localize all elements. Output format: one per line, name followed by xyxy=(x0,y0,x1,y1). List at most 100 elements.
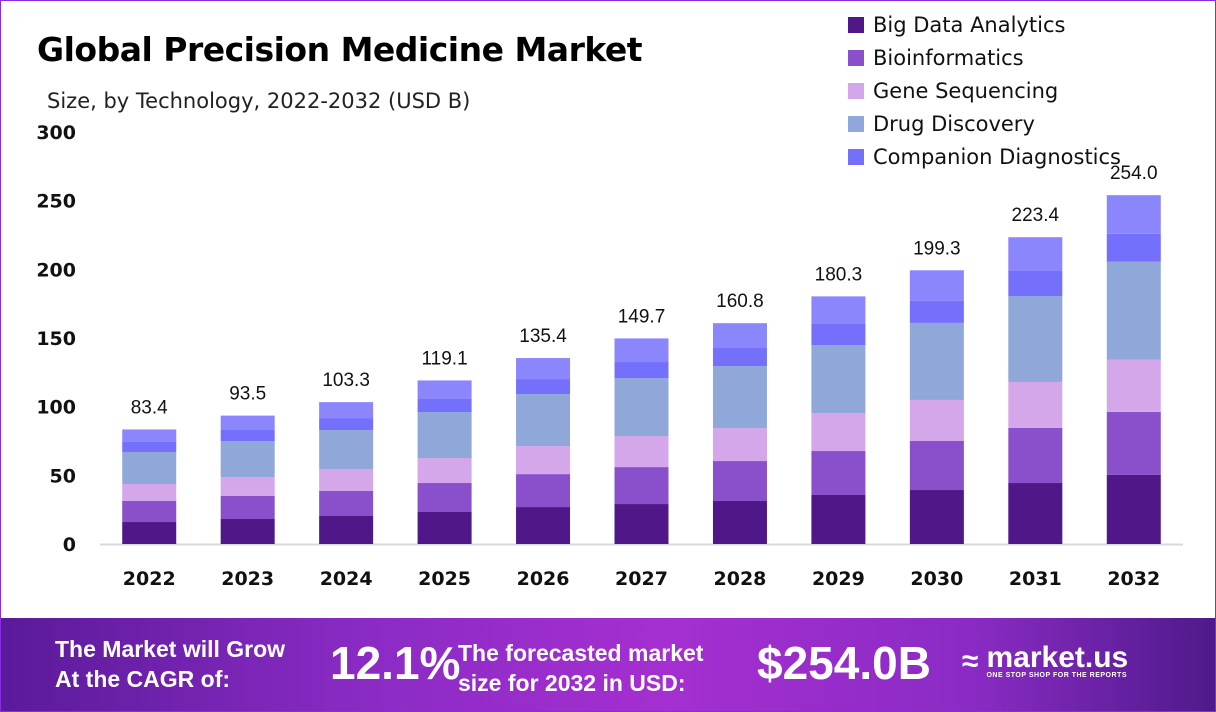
legend-label: Big Data Analytics xyxy=(873,12,1066,37)
legend-swatch xyxy=(848,16,864,33)
total-label: 83.4 xyxy=(131,397,168,418)
bar-segment-big-data-analytics xyxy=(417,512,472,544)
bar-segment-bioinformatics xyxy=(319,490,374,516)
bar-segment-other xyxy=(614,338,669,363)
total-label: 119.1 xyxy=(422,348,468,369)
bar-segment-other xyxy=(516,358,571,380)
bar-segment-bioinformatics xyxy=(122,501,177,523)
total-label: 254.0 xyxy=(1110,163,1158,184)
x-tick-label: 2025 xyxy=(418,568,471,590)
bar-segment-other xyxy=(1008,237,1063,271)
bar-segment-big-data-analytics xyxy=(319,515,374,544)
cagr-label-line: At the CAGR of: xyxy=(55,666,231,692)
bar-segment-drug-discovery xyxy=(220,441,275,477)
y-tick-label: 200 xyxy=(36,259,76,281)
bar-segment-companion-diagnostics xyxy=(712,348,767,367)
bar-segment-gene-sequencing xyxy=(909,399,964,441)
bar-segment-drug-discovery xyxy=(1106,261,1161,360)
x-tick-label: 2024 xyxy=(320,568,373,590)
bar-segment-other xyxy=(319,402,374,419)
bar-segment-companion-diagnostics xyxy=(1008,270,1063,296)
legend-item: Companion Diagnostics xyxy=(848,140,1121,173)
y-tick-label: 300 xyxy=(36,122,76,144)
brand-name: market.us xyxy=(986,641,1129,674)
bar-segment-gene-sequencing xyxy=(516,446,571,475)
bar-segment-other xyxy=(811,296,866,324)
total-label: 135.4 xyxy=(519,326,567,347)
bar-segment-gene-sequencing xyxy=(811,412,866,452)
bar-segment-big-data-analytics xyxy=(516,507,571,544)
legend: Big Data Analytics Bioinformatics Gene S… xyxy=(848,8,1121,173)
bar-segment-big-data-analytics xyxy=(712,501,767,544)
stacked-bar-chart: 0 50 100 150 200 250 300 83.4 2022 93.5 2023 103.3 2… xyxy=(36,122,1183,590)
x-tick-label: 2022 xyxy=(123,568,176,590)
market-us-logo: ≈ market.us ONE STOP SHOP FOR THE REPORTS xyxy=(962,641,1129,680)
y-tick-label: 150 xyxy=(36,328,76,350)
legend-label: Drug Discovery xyxy=(873,111,1035,136)
bar-segment-companion-diagnostics xyxy=(220,430,275,441)
bar-segment-drug-discovery xyxy=(909,322,964,400)
bar-segment-gene-sequencing xyxy=(712,428,767,462)
chart-title: Global Precision Medicine Market xyxy=(37,30,643,69)
total-label: 160.8 xyxy=(716,291,764,312)
bar-segment-gene-sequencing xyxy=(614,436,669,468)
y-tick-label: 100 xyxy=(36,397,76,419)
bar-segment-companion-diagnostics xyxy=(516,379,571,395)
bar-segment-companion-diagnostics xyxy=(122,441,177,452)
y-tick-label: 0 xyxy=(63,534,76,556)
x-tick-label: 2029 xyxy=(812,568,865,590)
legend-item: Big Data Analytics xyxy=(848,8,1121,41)
legend-label: Bioinformatics xyxy=(873,45,1024,70)
bar-segment-big-data-analytics xyxy=(122,522,177,544)
cagr-label-line: The Market will Grow xyxy=(55,636,286,662)
y-tick-label: 50 xyxy=(50,465,76,487)
bar-segment-bioinformatics xyxy=(1106,411,1161,475)
total-label: 149.7 xyxy=(618,306,666,327)
legend-swatch xyxy=(848,49,864,66)
legend-item: Bioinformatics xyxy=(848,41,1121,74)
bar-segment-drug-discovery xyxy=(319,430,374,470)
x-tick-label: 2031 xyxy=(1009,568,1062,590)
bar-segment-drug-discovery xyxy=(122,451,177,484)
legend-label: Gene Sequencing xyxy=(873,78,1059,103)
y-tick-label: 250 xyxy=(36,191,76,213)
bar-segment-bioinformatics xyxy=(1008,427,1063,484)
x-tick-label: 2027 xyxy=(615,568,668,590)
forecast-value: $254.0B xyxy=(757,637,931,689)
bar-segment-big-data-analytics xyxy=(614,504,669,544)
bar-segment-bioinformatics xyxy=(909,441,964,491)
bar-segment-gene-sequencing xyxy=(220,476,275,496)
bar-segment-companion-diagnostics xyxy=(614,362,669,379)
bar-segment-big-data-analytics xyxy=(1008,483,1063,544)
cagr-label: The Market will Grow At the CAGR of: xyxy=(55,634,285,694)
x-tick-label: 2026 xyxy=(517,568,570,590)
forecast-label: The forecasted market size for 2032 in US… xyxy=(458,638,703,698)
bar-segment-drug-discovery xyxy=(516,394,571,447)
legend-label: Companion Diagnostics xyxy=(873,144,1122,169)
bar-segment-big-data-analytics xyxy=(1106,474,1161,544)
total-label: 93.5 xyxy=(229,384,266,405)
bar-segment-big-data-analytics xyxy=(811,494,866,544)
bar-segment-other xyxy=(909,270,964,301)
bar-segment-drug-discovery xyxy=(1008,295,1063,382)
legend-swatch xyxy=(848,115,864,132)
bar-segment-other xyxy=(712,323,767,349)
bar-segment-gene-sequencing xyxy=(1008,381,1063,428)
bar-segment-other xyxy=(220,415,275,431)
bar-segment-drug-discovery xyxy=(712,366,767,429)
bar-segment-bioinformatics xyxy=(712,461,767,502)
bar-segment-drug-discovery xyxy=(417,412,472,459)
logo-icon: ≈ xyxy=(962,644,979,678)
chart-subtitle: Size, by Technology, 2022-2032 (USD B) xyxy=(47,89,471,113)
total-label: 199.3 xyxy=(913,238,961,259)
forecast-label-line: The forecasted market xyxy=(458,640,704,666)
legend-item: Gene Sequencing xyxy=(848,74,1121,107)
bar-segment-companion-diagnostics xyxy=(1106,233,1161,262)
bar-segment-gene-sequencing xyxy=(319,469,374,491)
bar-segment-big-data-analytics xyxy=(220,519,275,544)
bar-segment-companion-diagnostics xyxy=(811,323,866,346)
bar-segment-drug-discovery xyxy=(811,345,866,413)
cagr-value: 12.1% xyxy=(330,637,461,689)
total-label: 223.4 xyxy=(1012,205,1060,226)
x-tick-label: 2030 xyxy=(910,568,963,590)
